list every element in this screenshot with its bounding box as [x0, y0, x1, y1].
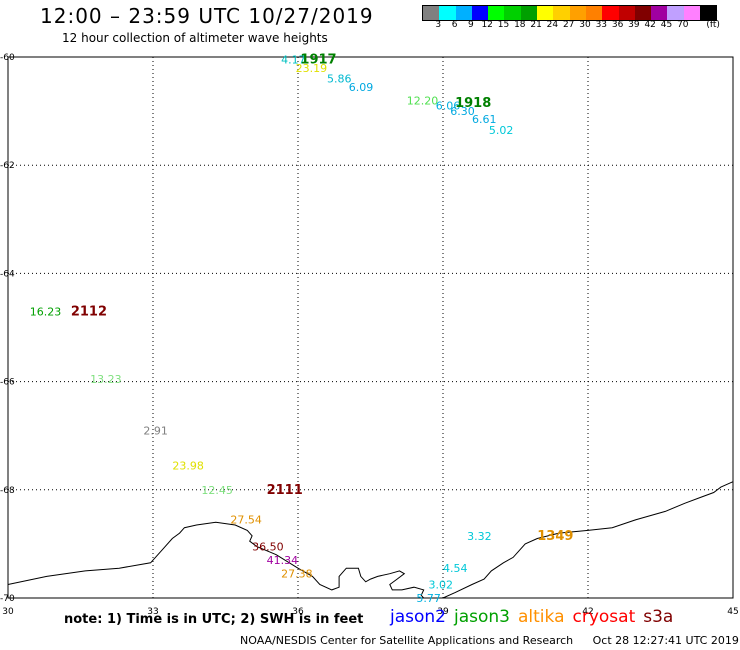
color-scale-cell [520, 6, 538, 20]
color-scale-label: 42 [644, 20, 656, 30]
latitude-tick-label: -60 [0, 53, 15, 63]
pass-time-label: 1917 [300, 53, 336, 68]
color-scale-label: 36 [611, 20, 624, 30]
color-scale-cell [683, 6, 701, 20]
wave-height-label: 6.06 [436, 100, 461, 113]
latitude-tick-label: -62 [0, 161, 15, 171]
wave-height-label: 6.30 [450, 105, 475, 118]
color-scale-cell [553, 6, 570, 20]
wave-height-label: 27.54 [230, 514, 261, 527]
longitude-tick-label: 33 [147, 607, 158, 617]
color-scale-label: 39 [628, 20, 640, 30]
color-scale-cell [488, 6, 505, 20]
longitude-tick-label: 42 [582, 607, 593, 617]
latitude-tick-label: -70 [0, 594, 15, 604]
pass-time-label: 1918 [455, 96, 491, 111]
footer-credit: NOAA/NESDIS Center for Satellite Applica… [240, 634, 739, 647]
legend-jason3: jason3 [454, 607, 510, 627]
color-scale-cell [504, 6, 521, 20]
longitude-tick-label: 36 [292, 607, 304, 617]
color-scale-label: 45 [660, 20, 673, 30]
antarctic-coastline [7, 481, 734, 599]
satellite-legend: jason2 jason3 altika cryosat s3a [390, 607, 681, 627]
units-note: note: 1) Time is in UTC; 2) SWH is in fe… [64, 612, 364, 627]
color-scale-label: 27 [562, 20, 575, 30]
wave-height-label: 41.34 [267, 554, 299, 567]
footer-center: NOAA/NESDIS Center for Satellite Applica… [240, 634, 574, 647]
color-scale-label: 9 [468, 20, 474, 30]
page-subtitle: 12 hour collection of altimeter wave hei… [62, 31, 328, 45]
color-scale-label: 12 [481, 20, 493, 30]
color-scale-label: 33 [595, 20, 608, 30]
wave-height-label: 5.02 [489, 124, 513, 137]
color-scale-cell [618, 6, 635, 20]
wave-height-label: 6.09 [349, 81, 374, 94]
color-scale-cell [700, 6, 717, 20]
wave-height-label: 5.77 [416, 592, 441, 605]
color-scale-cell [651, 6, 668, 20]
pass-time-label: 2111 [267, 483, 303, 498]
wave-height-label: 6.61 [472, 113, 497, 126]
wave-height-label: 13.23 [90, 373, 122, 386]
color-scale-cell [602, 6, 619, 20]
color-scale-label: 21 [530, 20, 542, 30]
map-frame [7, 56, 734, 599]
legend-altika: altika [518, 607, 565, 627]
color-scale-label: 24 [546, 20, 559, 30]
color-scale-cell [439, 6, 456, 20]
color-scale-unit: (ft) [706, 20, 720, 30]
wave-height-label: 12.20 [407, 94, 439, 107]
legend-s3a: s3a [643, 607, 674, 627]
wave-height-label: 3.32 [467, 530, 492, 543]
color-scale-label: 30 [579, 20, 591, 30]
wave-height-label: 5.86 [327, 73, 352, 86]
latitude-tick-label: -66 [0, 378, 15, 388]
latitude-tick-label: -64 [0, 269, 15, 279]
color-scale-label: 70 [677, 20, 689, 30]
color-scale-cell [585, 6, 603, 20]
wave-height-label: 4.54 [443, 562, 468, 575]
color-scale-label: 3 [435, 20, 442, 30]
pass-time-label: 1349 [537, 529, 573, 544]
color-scale-cell [634, 6, 652, 20]
color-scale-label: 18 [514, 20, 526, 30]
color-scale-cell [569, 6, 586, 20]
page-title: 12:00 – 23:59 UTC 10/27/2019 [40, 4, 374, 28]
pass-time-label: 2112 [71, 304, 107, 319]
color-scale-cell [455, 6, 472, 20]
color-scale-label: 6 [451, 20, 458, 30]
wave-height-label: 23.19 [296, 62, 328, 75]
latitude-tick-label: -68 [0, 486, 15, 496]
wave-height-label: 23.98 [172, 459, 204, 472]
wave-height-label: 12.45 [201, 484, 233, 497]
legend-jason2: jason2 [390, 607, 446, 627]
color-scale-cell [537, 6, 554, 20]
longitude-tick-label: 30 [2, 607, 14, 617]
wave-height-label: 3.02 [429, 578, 454, 591]
longitude-tick-label: 39 [437, 607, 449, 617]
wave-height-label: 4.17 [281, 54, 306, 67]
color-scale-cell [471, 6, 489, 20]
wave-height-label: 16.23 [30, 305, 62, 318]
color-scale-cell [667, 6, 684, 20]
wave-height-label: 2.91 [143, 424, 168, 437]
color-scale-bar [422, 5, 718, 21]
wave-height-label: 27.38 [281, 568, 313, 581]
color-scale-label: 15 [497, 20, 510, 30]
legend-cryosat: cryosat [572, 607, 636, 627]
color-scale-cell [423, 6, 440, 20]
longitude-tick-label: 45 [727, 607, 738, 617]
wave-height-label: 36.50 [252, 541, 283, 554]
footer-timestamp: Oct 28 12:27:41 UTC 2019 [592, 634, 739, 647]
